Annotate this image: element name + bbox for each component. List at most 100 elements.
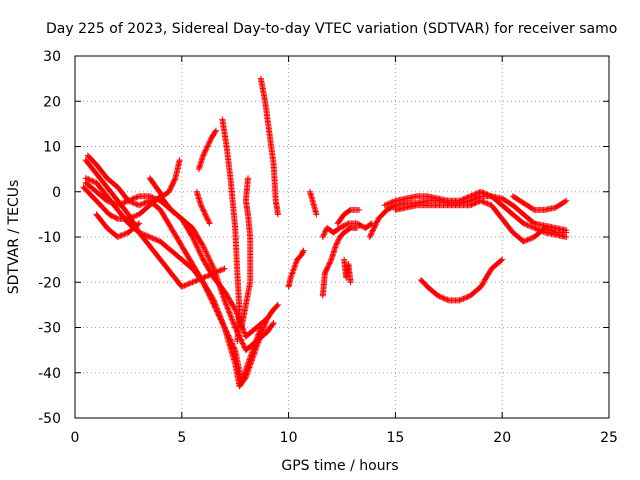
data-point-segment	[93, 188, 109, 203]
data-point-segment	[262, 98, 273, 135]
x-tick-label: 15	[386, 430, 404, 446]
series-trace-w	[509, 193, 570, 213]
data-point-segment	[243, 199, 251, 218]
data-point-segment	[200, 243, 217, 271]
data-point-segment	[552, 198, 569, 211]
data-point-segment	[383, 203, 398, 213]
data-point-segment	[168, 247, 184, 262]
y-tick-label: -50	[38, 411, 61, 427]
data-point-segment	[509, 193, 526, 206]
data-point-segment	[200, 256, 217, 280]
data-point-segment	[136, 203, 152, 218]
data-point-segment	[234, 306, 243, 343]
data-point-segment	[242, 339, 259, 354]
data-point-segment	[89, 193, 103, 208]
data-point	[212, 127, 219, 134]
data-point-segment	[208, 128, 219, 141]
data-point-segment	[200, 279, 217, 307]
data-point-segment	[424, 193, 440, 202]
data-point	[356, 206, 363, 213]
data-point-segment	[221, 297, 238, 330]
data-point-segment	[245, 344, 257, 367]
series-trace-v	[418, 256, 506, 304]
data-point-segment	[178, 243, 195, 266]
data-point-segment	[204, 135, 215, 150]
x-tick-label: 10	[280, 430, 298, 446]
data-point-segment	[270, 302, 281, 313]
data-point-segment	[332, 235, 343, 250]
data-point	[221, 265, 228, 272]
data-point-segment	[334, 212, 347, 227]
data-point	[176, 157, 183, 164]
data-point	[306, 188, 313, 195]
y-tick-label: 30	[43, 49, 61, 65]
data-point-segment	[168, 206, 184, 221]
data-point-segment	[298, 248, 306, 259]
data-point-segment	[82, 179, 99, 194]
series-trace-n	[319, 224, 360, 299]
data-point-segment	[106, 211, 120, 222]
data-point-segment	[253, 329, 270, 345]
data-point-segment	[418, 277, 430, 289]
data-point-segment	[477, 266, 494, 290]
data-point-segment	[157, 197, 174, 212]
data-point-segment	[307, 190, 320, 218]
data-point-segment	[223, 143, 234, 185]
data-point-segment	[82, 175, 98, 186]
data-point	[274, 301, 281, 308]
data-point-segment	[253, 316, 270, 331]
data-point-segment	[541, 224, 558, 235]
x-tick-label: 0	[71, 430, 80, 446]
data-point-segment	[202, 211, 212, 226]
data-point-segment	[499, 195, 515, 208]
y-tick-label: 0	[52, 185, 61, 201]
data-point-segment	[366, 226, 377, 240]
data-point-segment	[531, 225, 547, 240]
data-point-segment	[227, 179, 239, 230]
data-point-segment	[272, 197, 281, 216]
data-point-segment	[200, 144, 210, 159]
data-point-segment	[488, 202, 505, 221]
data-point-segment	[82, 157, 99, 176]
data-point-segment	[336, 230, 347, 240]
data-point-segment	[178, 256, 195, 271]
data-point-segment	[477, 188, 494, 199]
chart-title: Day 225 of 2023, Sidereal Day-to-day VTE…	[46, 21, 617, 37]
data-point	[368, 220, 375, 227]
data-point-segment	[509, 211, 526, 226]
series-trace-i	[193, 188, 213, 227]
data-point-segment	[520, 211, 537, 226]
data-point	[136, 220, 143, 227]
x-tick-label: 20	[493, 430, 511, 446]
data-marks	[80, 75, 570, 390]
data-point-segment	[172, 158, 183, 182]
series-trace-o	[319, 220, 375, 240]
data-point-segment	[499, 215, 515, 235]
data-point-segment	[210, 274, 227, 294]
y-tick-label: -30	[38, 321, 61, 337]
data-point-segment	[93, 179, 110, 199]
data-point-segment	[157, 238, 174, 253]
data-point-segment	[509, 229, 526, 244]
data-point	[347, 279, 354, 286]
data-point-segment	[159, 189, 171, 200]
series-trace-u	[392, 197, 570, 245]
data-point-segment	[168, 224, 185, 248]
series-trace-g	[146, 157, 183, 200]
data-point-segment	[371, 217, 381, 231]
series-trace-e	[93, 211, 143, 240]
data-point-segment	[146, 243, 163, 262]
data-point-segment	[264, 321, 276, 335]
data-point-segment	[381, 198, 398, 209]
data-point-segment	[146, 193, 163, 204]
y-tick-label: 10	[43, 140, 61, 156]
data-point-segment	[104, 224, 120, 240]
series-trace-k	[257, 75, 281, 218]
data-point	[499, 256, 506, 263]
data-point	[206, 220, 213, 227]
data-point-segment	[319, 271, 328, 299]
data-point-segment	[242, 176, 251, 204]
series-trace-t	[381, 188, 570, 234]
data-point-segment	[168, 270, 184, 289]
